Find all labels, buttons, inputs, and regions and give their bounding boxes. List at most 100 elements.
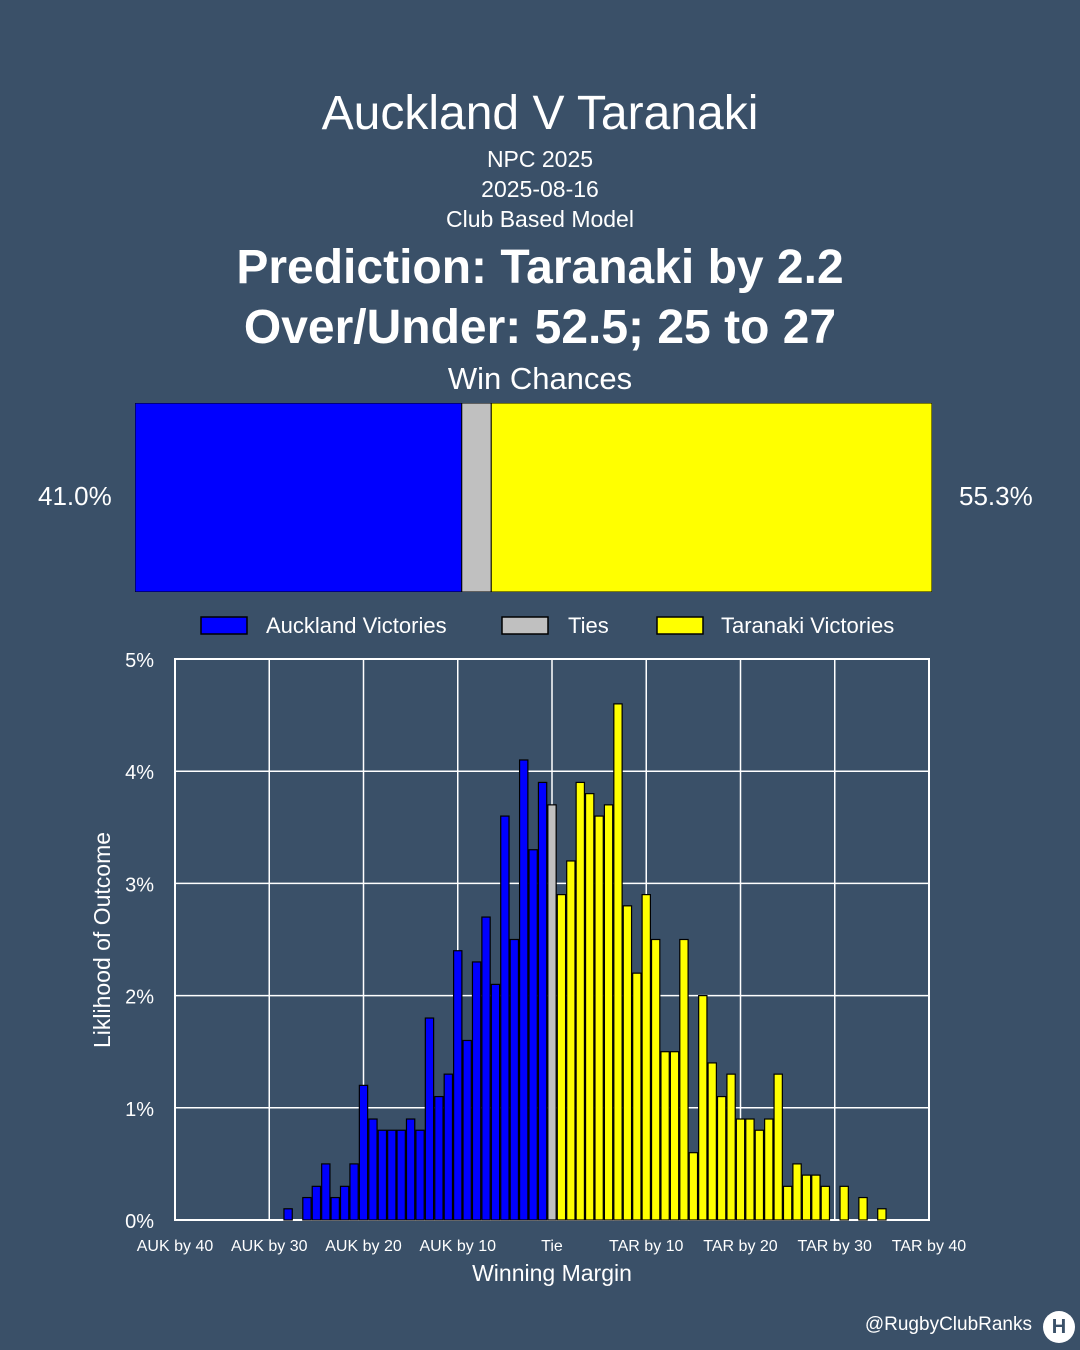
bar [782,1185,793,1221]
bar [679,938,689,1221]
bar [707,1062,717,1221]
x-tick-label: AUK by 40 [137,1238,214,1255]
bar [688,1152,699,1221]
x-tick-label: TAR by 40 [892,1238,967,1255]
bar [877,1208,887,1221]
bar [302,1196,312,1221]
y-axis-label: Liklihood of Outcome [89,832,115,1048]
brand-logo-icon: H [1043,1311,1075,1343]
bar [566,860,576,1221]
bar [462,1039,472,1221]
bar [481,916,491,1221]
win-chances-title: Win Chances [447,361,633,396]
bar [415,1129,425,1221]
bar [453,950,463,1221]
legend-away-label: Taranaki Victories [721,613,894,638]
x-axis-label: Winning Margin [472,1260,632,1286]
legend-tie-swatch [501,616,549,635]
bar [650,938,661,1221]
bar [283,1208,293,1221]
bar [500,815,510,1221]
over-under-text: Over/Under: 52.5; 25 to 27 [243,301,837,354]
bar [443,1073,454,1221]
bar [820,1185,831,1221]
bar [660,1051,670,1221]
y-tick-label: 3% [125,874,154,896]
legend-away-swatch [656,616,704,635]
y-tick-label: 5% [125,650,154,672]
bar [745,1118,755,1221]
bar [509,938,520,1221]
away-win-segment [490,403,932,592]
bar [858,1196,868,1221]
match-date: 2025-08-16 [481,176,599,202]
y-tick-label: 0% [125,1211,154,1233]
x-tick-label: TAR by 30 [798,1238,873,1255]
y-tick-label: 2% [125,987,154,1009]
x-tick-label: AUK by 10 [420,1238,497,1255]
legend-home-swatch [200,616,248,635]
x-tick-label: AUK by 20 [325,1238,402,1255]
bar [641,894,651,1221]
bar [811,1174,821,1221]
prediction-text: Prediction: Taranaki by 2.2 [236,241,844,294]
bar [698,995,708,1221]
bar [537,781,548,1221]
x-tick-label: TAR by 10 [609,1238,684,1255]
bar [632,972,642,1221]
competition-label: NPC 2025 [486,146,594,172]
bar [349,1163,359,1221]
bar [396,1129,406,1221]
home-win-percent: 41.0% [38,481,112,511]
bar [773,1073,783,1221]
x-tick-labels: AUK by 40 AUK by 30 AUK by 20 AUK by 10 Tie T… [137,1238,967,1255]
bar [603,804,614,1221]
win-chances-bar [135,403,932,592]
x-tick-label: TAR by 20 [703,1238,778,1255]
bar [556,894,567,1221]
bar [387,1129,397,1221]
chart-title: Auckland V Taranaki [321,87,759,140]
bar [801,1174,812,1221]
bar [424,1017,435,1221]
bar [377,1129,388,1221]
bar [575,781,586,1221]
bar [735,1118,746,1221]
bar [434,1095,444,1221]
bar [613,703,623,1221]
away-win-percent: 55.3% [959,481,1033,511]
x-tick-label: Tie [541,1238,563,1255]
bar [839,1185,849,1221]
bar [330,1196,340,1221]
legend-tie-label: Ties [568,613,609,638]
bar [584,793,595,1221]
bar [471,961,482,1221]
bar [528,849,538,1221]
social-handle: @RugbyClubRanks [864,1314,1032,1335]
bar [622,905,633,1221]
bar [547,804,557,1221]
bar [339,1185,350,1221]
x-tick-label: AUK by 30 [231,1238,308,1255]
margin-histogram: Auckland Victories Ties Taranaki Victori… [89,613,967,1286]
y-tick-label: 4% [125,762,154,784]
bar [518,759,529,1221]
tie-segment [461,403,492,592]
bar [754,1129,765,1221]
bar [716,1095,727,1221]
legend-home-label: Auckland Victories [266,613,447,638]
bar [358,1084,369,1221]
bar [669,1051,680,1221]
y-tick-label: 1% [125,1099,154,1121]
bar [726,1073,736,1221]
legend: Auckland Victories Ties Taranaki Victori… [200,613,894,638]
bar [594,815,604,1221]
bar [311,1185,322,1221]
bar [764,1118,774,1221]
bar [368,1118,378,1221]
bar [490,983,501,1221]
bar [792,1163,802,1221]
model-label: Club Based Model [446,206,634,232]
y-tick-labels: 0% 1% 2% 3% 4% 5% [125,650,154,1233]
bars [283,703,887,1221]
